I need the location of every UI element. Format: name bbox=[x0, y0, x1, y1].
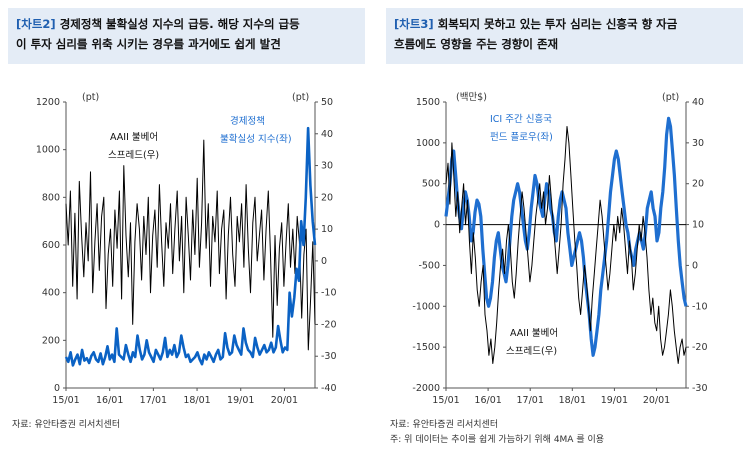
left-tick-label: 0 bbox=[54, 383, 60, 394]
series-line-0 bbox=[444, 116, 688, 357]
series-label-black-2: 스프레드(우) bbox=[506, 346, 557, 357]
left-unit: (pt) bbox=[82, 92, 99, 103]
x-tick-label: 17/01 bbox=[517, 395, 544, 406]
series-line-1 bbox=[445, 126, 687, 364]
left-tick-label: 200 bbox=[42, 335, 60, 346]
chart-note: 주: 위 데이터는 추이를 쉽게 가늠하기 위해 4MA 를 이용 bbox=[390, 435, 605, 445]
right-tick-label: 40 bbox=[321, 129, 333, 140]
x-tick-label: 18/01 bbox=[183, 395, 210, 406]
series-label-black-1: AAII 불베어 bbox=[110, 132, 158, 143]
left-tick-label: -500 bbox=[418, 260, 440, 271]
right-tick-label: 10 bbox=[321, 224, 333, 235]
x-tick-label: 18/01 bbox=[559, 395, 586, 406]
chart-title-line1: 경제정책 불확실성 지수의 급등. 해당 지수의 급등 bbox=[59, 17, 300, 31]
x-tick-label: 15/01 bbox=[52, 395, 79, 406]
x-tick-label: 17/01 bbox=[140, 395, 167, 406]
right-tick-label: 0 bbox=[692, 260, 698, 271]
right-tick-label: -10 bbox=[321, 288, 337, 299]
right-tick-label: 30 bbox=[692, 138, 704, 149]
chart-title-line2: 이 투자 심리를 위축 시키는 경우를 과거에도 쉽게 발견 bbox=[16, 37, 281, 51]
x-tick-label: 20/01 bbox=[271, 395, 298, 406]
right-tick-label: -10 bbox=[692, 301, 708, 312]
left-tick-label: 0 bbox=[434, 220, 440, 231]
series-line-0 bbox=[65, 139, 316, 351]
right-tick-label: -20 bbox=[321, 319, 337, 330]
right-unit: (pt) bbox=[292, 92, 309, 103]
series-label-black-2: 스프레드(우) bbox=[108, 150, 159, 161]
left-tick-label: 1200 bbox=[36, 97, 60, 108]
series-label-blue-2: 펀드 플로우(좌) bbox=[490, 132, 553, 143]
right-tick-label: 30 bbox=[321, 161, 333, 172]
chart-panel-2: [차트2] 경제정책 불확실성 지수의 급등. 해당 지수의 급등 이 투자 심… bbox=[8, 8, 365, 430]
right-tick-label: 10 bbox=[692, 220, 704, 231]
series-line-1 bbox=[64, 126, 317, 367]
left-tick-label: -1000 bbox=[412, 301, 440, 312]
left-tick-label: 600 bbox=[42, 240, 60, 251]
x-tick-label: 19/01 bbox=[601, 395, 628, 406]
right-tick-label: -40 bbox=[321, 383, 337, 394]
series-label-blue-1: ICI 주간 신흥국 bbox=[490, 113, 552, 125]
left-tick-label: 1000 bbox=[416, 138, 440, 149]
chart-header: [차트3] 회복되지 못하고 있는 투자 심리는 신흥국 향 자금 흐름에도 영… bbox=[386, 8, 743, 64]
right-tick-label: 20 bbox=[692, 179, 704, 190]
left-tick-label: -1500 bbox=[412, 342, 440, 353]
chart-title-line1: 회복되지 못하고 있는 투자 심리는 신흥국 향 자금 bbox=[437, 17, 678, 31]
series-label-blue-2: 불확실성 지수(좌) bbox=[220, 133, 292, 145]
left-tick-label: 800 bbox=[42, 192, 60, 203]
left-tick-label: 1500 bbox=[416, 97, 440, 108]
chart-source: 자료: 유안타증권 리서치센터 bbox=[390, 420, 499, 430]
left-tick-label: 1000 bbox=[36, 145, 60, 156]
left-tick-label: 500 bbox=[422, 179, 440, 190]
x-tick-label: 16/01 bbox=[96, 395, 123, 406]
chart-tag: [차트2] bbox=[16, 17, 56, 31]
x-tick-label: 20/01 bbox=[643, 395, 670, 406]
right-unit: (pt) bbox=[662, 92, 679, 103]
right-tick-label: 50 bbox=[321, 97, 333, 108]
chart-source: 자료: 유안타증권 리서치센터 bbox=[12, 420, 121, 430]
chart-plot: (백만$) (pt) ICI 주간 신흥국 펀드 플로우(좌) AAII 불베어… bbox=[412, 92, 708, 406]
right-tick-label: -30 bbox=[321, 351, 337, 362]
x-tick-label: 16/01 bbox=[474, 395, 501, 406]
right-tick-label: 20 bbox=[321, 192, 333, 203]
right-tick-label: 0 bbox=[321, 256, 327, 267]
right-tick-label: 40 bbox=[692, 97, 704, 108]
chart-tag: [차트3] bbox=[394, 17, 434, 31]
series-label-black-1: AAII 불베어 bbox=[510, 328, 558, 339]
chart-header: [차트2] 경제정책 불확실성 지수의 급등. 해당 지수의 급등 이 투자 심… bbox=[8, 8, 365, 64]
left-tick-label: 400 bbox=[42, 288, 60, 299]
x-tick-label: 15/01 bbox=[432, 395, 459, 406]
right-tick-label: -30 bbox=[692, 383, 708, 394]
left-tick-label: -2000 bbox=[412, 383, 440, 394]
chart-plot: (pt) (pt) AAII 불베어 스프레드(우) 경제정책 불확실성 지수(… bbox=[36, 92, 337, 406]
right-tick-label: -20 bbox=[692, 342, 708, 353]
left-unit: (백만$) bbox=[456, 92, 487, 103]
series-label-blue-1: 경제정책 bbox=[230, 115, 265, 127]
chart-panel-3: [차트3] 회복되지 못하고 있는 투자 심리는 신흥국 향 자금 흐름에도 영… bbox=[386, 8, 743, 445]
chart-title-line2: 흐름에도 영향을 주는 경향이 존재 bbox=[394, 37, 559, 51]
x-tick-label: 19/01 bbox=[227, 395, 254, 406]
